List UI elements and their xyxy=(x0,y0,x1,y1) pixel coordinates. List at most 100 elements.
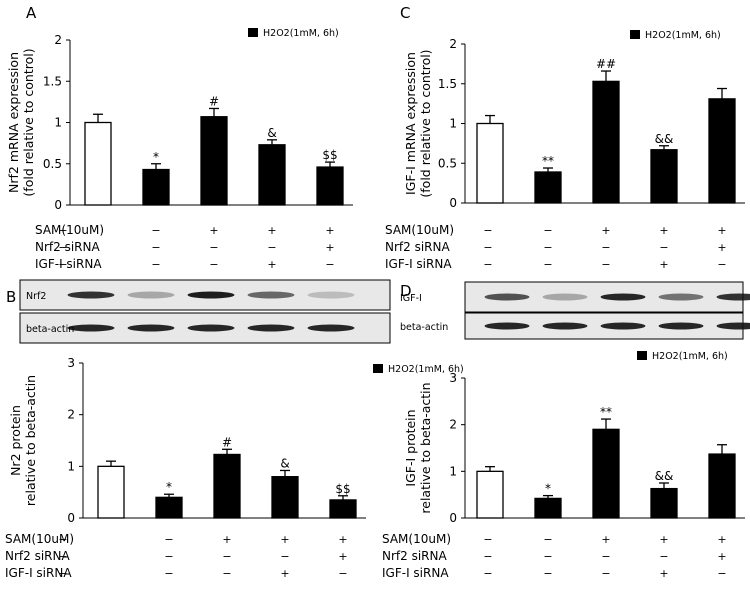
y-tick-label: 1.5 xyxy=(43,74,62,88)
y-axis-label: Nrf2 mRNA expression xyxy=(6,52,21,193)
blot-band xyxy=(658,293,704,301)
y-axis-label: relative to beta-actin xyxy=(23,375,38,506)
blot-band xyxy=(600,322,646,330)
blot-band xyxy=(484,322,530,330)
y-tick-label: 3 xyxy=(67,356,75,370)
condition-symbol: − xyxy=(222,550,231,563)
condition-symbol: − xyxy=(601,567,610,580)
condition-table-b: SAM(10uM)− − + + +Nrf2 siRNA− − − − +IGF-I siRNA… xyxy=(5,532,348,580)
bar xyxy=(329,499,357,519)
significance-label: # xyxy=(222,435,232,449)
y-tick-label: 0.5 xyxy=(438,156,457,170)
bar xyxy=(592,428,620,519)
condition-symbol: + xyxy=(222,533,231,546)
blot-band xyxy=(67,324,115,332)
panel-letter-b: B xyxy=(6,288,16,306)
condition-label: SAM(10uM) xyxy=(385,223,454,237)
condition-table-c: SAM(10uM) − − + + + Nrf2 siRNA − − − − + IGF-I siRNA… xyxy=(385,223,727,271)
condition-symbol: − xyxy=(483,258,492,271)
significance-label: $$ xyxy=(322,148,337,162)
condition-symbol: − xyxy=(717,567,726,580)
condition-symbol: − xyxy=(58,533,67,546)
condition-symbol: − xyxy=(58,567,67,580)
bar xyxy=(708,98,736,204)
condition-symbol: + xyxy=(338,533,347,546)
significance-label: && xyxy=(655,132,674,146)
condition-label: IGF-I siRNA xyxy=(5,566,72,580)
blot-band xyxy=(484,293,530,301)
condition-label: SAM(10uM) xyxy=(35,223,104,237)
condition-label: Nrf2 siRNA xyxy=(35,240,100,254)
legend-swatch xyxy=(630,30,640,39)
blot-label-loading: beta-actin xyxy=(400,322,448,333)
significance-label: * xyxy=(166,480,172,494)
condition-symbol: − xyxy=(483,533,492,546)
condition-symbol: − xyxy=(151,224,160,237)
condition-table-a: SAM(10uM)− − + + +Nrf2 siRNA− − − − +IGF-I siRNA… xyxy=(35,223,335,271)
chart-panel-d: 0 1 2 3 IGF-I protein relative to beta-actin H… xyxy=(403,351,745,525)
condition-table-d: SAM(10uM) − − + + + Nrf2 siRNA − − − − + IGF-I siRNA… xyxy=(382,532,727,580)
y-tick-label: 1.5 xyxy=(438,77,457,91)
y-tick-label: 0 xyxy=(449,511,457,525)
blot-band xyxy=(127,291,175,299)
condition-label: SAM(10uM) xyxy=(5,532,74,546)
condition-symbol: − xyxy=(717,258,726,271)
bar xyxy=(708,453,736,519)
condition-symbol: + xyxy=(717,241,726,254)
y-tick-label: 2 xyxy=(67,408,75,422)
condition-symbol: − xyxy=(601,258,610,271)
condition-symbol: + xyxy=(601,224,610,237)
y-tick-label: 2 xyxy=(449,418,457,432)
significance-label: ## xyxy=(596,57,616,71)
condition-label: Nrf2 siRNA xyxy=(5,549,70,563)
condition-symbol: − xyxy=(543,550,552,563)
condition-symbol: + xyxy=(717,550,726,563)
significance-label: $$ xyxy=(335,482,350,496)
western-blot-b: Nrf2 beta-actin xyxy=(19,279,391,344)
condition-symbol: − xyxy=(209,241,218,254)
y-tick-label: 0.5 xyxy=(43,157,62,171)
condition-symbol: − xyxy=(483,241,492,254)
condition-symbol: − xyxy=(659,241,668,254)
bar xyxy=(84,121,112,206)
y-tick-label: 0 xyxy=(54,198,62,212)
condition-label: SAM(10uM) xyxy=(382,532,451,546)
blot-band xyxy=(247,291,295,299)
blot-label-target: IGF-I xyxy=(400,293,422,304)
bar xyxy=(650,149,678,204)
condition-symbol: + xyxy=(717,533,726,546)
condition-label: Nrf2 siRNA xyxy=(382,549,447,563)
y-tick-label: 1 xyxy=(67,459,75,473)
condition-symbol: + xyxy=(280,533,289,546)
condition-symbol: − xyxy=(164,567,173,580)
blot-label-target: Nrf2 xyxy=(26,291,46,302)
bar xyxy=(97,465,125,519)
legend-label: H2O2(1mM, 6h) xyxy=(652,351,728,362)
condition-symbol: + xyxy=(659,258,668,271)
bar xyxy=(476,470,504,519)
condition-symbol: + xyxy=(325,241,334,254)
legend-swatch xyxy=(248,28,258,37)
condition-symbol: + xyxy=(267,258,276,271)
condition-symbol: − xyxy=(280,550,289,563)
bar xyxy=(142,168,170,206)
blot-band xyxy=(716,293,750,301)
y-tick-label: 3 xyxy=(449,371,457,385)
significance-label: & xyxy=(267,126,276,140)
bar xyxy=(155,496,183,519)
condition-symbol: − xyxy=(209,258,218,271)
condition-symbol: + xyxy=(659,567,668,580)
western-blot-d: IGF-I beta-actin xyxy=(400,281,750,340)
condition-symbol: − xyxy=(483,567,492,580)
bar xyxy=(200,116,228,206)
condition-symbol: − xyxy=(58,241,67,254)
bar xyxy=(316,166,344,206)
condition-symbol: − xyxy=(543,533,552,546)
blot-label-loading: beta-actin xyxy=(26,324,74,335)
blot-band xyxy=(187,324,235,332)
blot-band xyxy=(542,322,588,330)
y-tick-label: 1 xyxy=(449,464,457,478)
blot-band xyxy=(307,291,355,299)
condition-symbol: − xyxy=(543,258,552,271)
